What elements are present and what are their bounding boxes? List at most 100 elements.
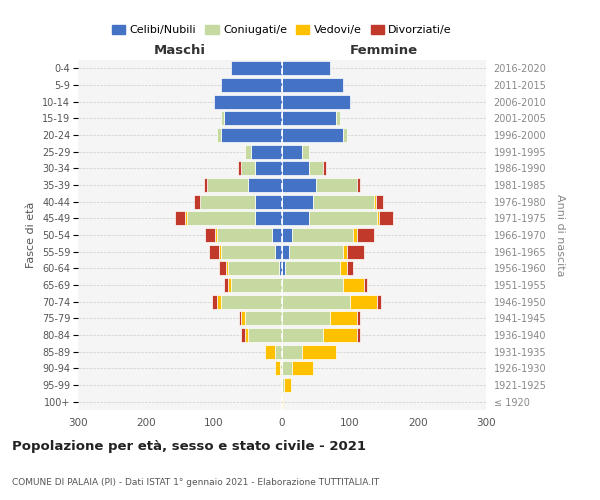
Bar <box>227 278 231 292</box>
Y-axis label: Fasce di età: Fasce di età <box>26 202 37 268</box>
Bar <box>284 378 291 392</box>
Bar <box>343 244 347 259</box>
Bar <box>239 311 241 326</box>
Bar <box>275 344 282 359</box>
Bar <box>238 162 241 175</box>
Bar <box>292 228 353 242</box>
Bar <box>350 294 377 308</box>
Bar <box>282 328 323 342</box>
Bar <box>337 112 340 126</box>
Bar <box>241 328 245 342</box>
Bar <box>212 294 217 308</box>
Bar <box>187 211 255 226</box>
Bar <box>282 78 343 92</box>
Bar <box>282 112 337 126</box>
Bar <box>215 228 217 242</box>
Bar <box>343 128 347 142</box>
Bar <box>323 162 326 175</box>
Bar <box>302 344 337 359</box>
Bar <box>231 62 282 76</box>
Bar <box>209 244 219 259</box>
Bar <box>272 228 282 242</box>
Bar <box>282 244 289 259</box>
Bar <box>221 244 275 259</box>
Bar <box>357 328 360 342</box>
Bar <box>194 194 200 209</box>
Bar <box>353 228 357 242</box>
Bar <box>357 311 360 326</box>
Bar <box>377 211 379 226</box>
Bar <box>282 194 313 209</box>
Bar <box>309 211 377 226</box>
Bar <box>323 328 357 342</box>
Bar <box>275 361 280 376</box>
Bar <box>289 244 343 259</box>
Bar <box>219 261 226 276</box>
Bar <box>175 211 185 226</box>
Bar <box>217 228 272 242</box>
Bar <box>214 94 282 109</box>
Bar <box>224 278 227 292</box>
Text: Femmine: Femmine <box>350 44 418 57</box>
Bar <box>379 211 393 226</box>
Bar <box>282 361 292 376</box>
Bar <box>357 228 374 242</box>
Bar <box>282 261 286 276</box>
Bar <box>374 194 376 209</box>
Bar <box>282 344 302 359</box>
Bar <box>255 194 282 209</box>
Bar <box>275 244 282 259</box>
Bar <box>248 178 282 192</box>
Bar <box>286 261 340 276</box>
Text: Popolazione per età, sesso e stato civile - 2021: Popolazione per età, sesso e stato civil… <box>12 440 366 453</box>
Bar <box>347 244 364 259</box>
Bar <box>255 162 282 175</box>
Bar <box>281 378 282 392</box>
Bar <box>241 162 255 175</box>
Text: COMUNE DI PALAIA (PI) - Dati ISTAT 1° gennaio 2021 - Elaborazione TUTTITALIA.IT: COMUNE DI PALAIA (PI) - Dati ISTAT 1° ge… <box>12 478 379 487</box>
Bar <box>340 261 347 276</box>
Bar <box>377 294 380 308</box>
Bar <box>376 194 383 209</box>
Bar <box>282 294 350 308</box>
Bar <box>313 194 374 209</box>
Bar <box>282 228 292 242</box>
Bar <box>282 94 350 109</box>
Legend: Celibi/Nubili, Coniugati/e, Vedovi/e, Divorziati/e: Celibi/Nubili, Coniugati/e, Vedovi/e, Di… <box>107 20 457 40</box>
Bar <box>221 78 282 92</box>
Bar <box>200 194 255 209</box>
Bar <box>282 178 316 192</box>
Bar <box>357 178 360 192</box>
Bar <box>207 178 248 192</box>
Bar <box>282 162 309 175</box>
Bar <box>248 328 282 342</box>
Bar <box>282 278 343 292</box>
Y-axis label: Anni di nascita: Anni di nascita <box>555 194 565 276</box>
Bar <box>282 211 309 226</box>
Bar <box>245 328 248 342</box>
Bar <box>251 144 282 159</box>
Bar <box>241 311 245 326</box>
Bar <box>221 128 282 142</box>
Bar <box>282 378 284 392</box>
Bar <box>280 361 282 376</box>
Bar <box>265 344 275 359</box>
Bar <box>282 311 329 326</box>
Bar <box>255 211 282 226</box>
Bar <box>217 128 221 142</box>
Bar <box>282 128 343 142</box>
Bar <box>282 62 329 76</box>
Bar <box>227 261 278 276</box>
Bar <box>204 178 207 192</box>
Bar <box>245 144 251 159</box>
Bar <box>217 294 221 308</box>
Bar <box>278 261 282 276</box>
Bar <box>309 162 323 175</box>
Bar <box>224 112 282 126</box>
Bar <box>364 278 367 292</box>
Bar <box>316 178 357 192</box>
Bar <box>245 311 282 326</box>
Bar <box>329 311 357 326</box>
Bar <box>226 261 227 276</box>
Bar <box>343 278 364 292</box>
